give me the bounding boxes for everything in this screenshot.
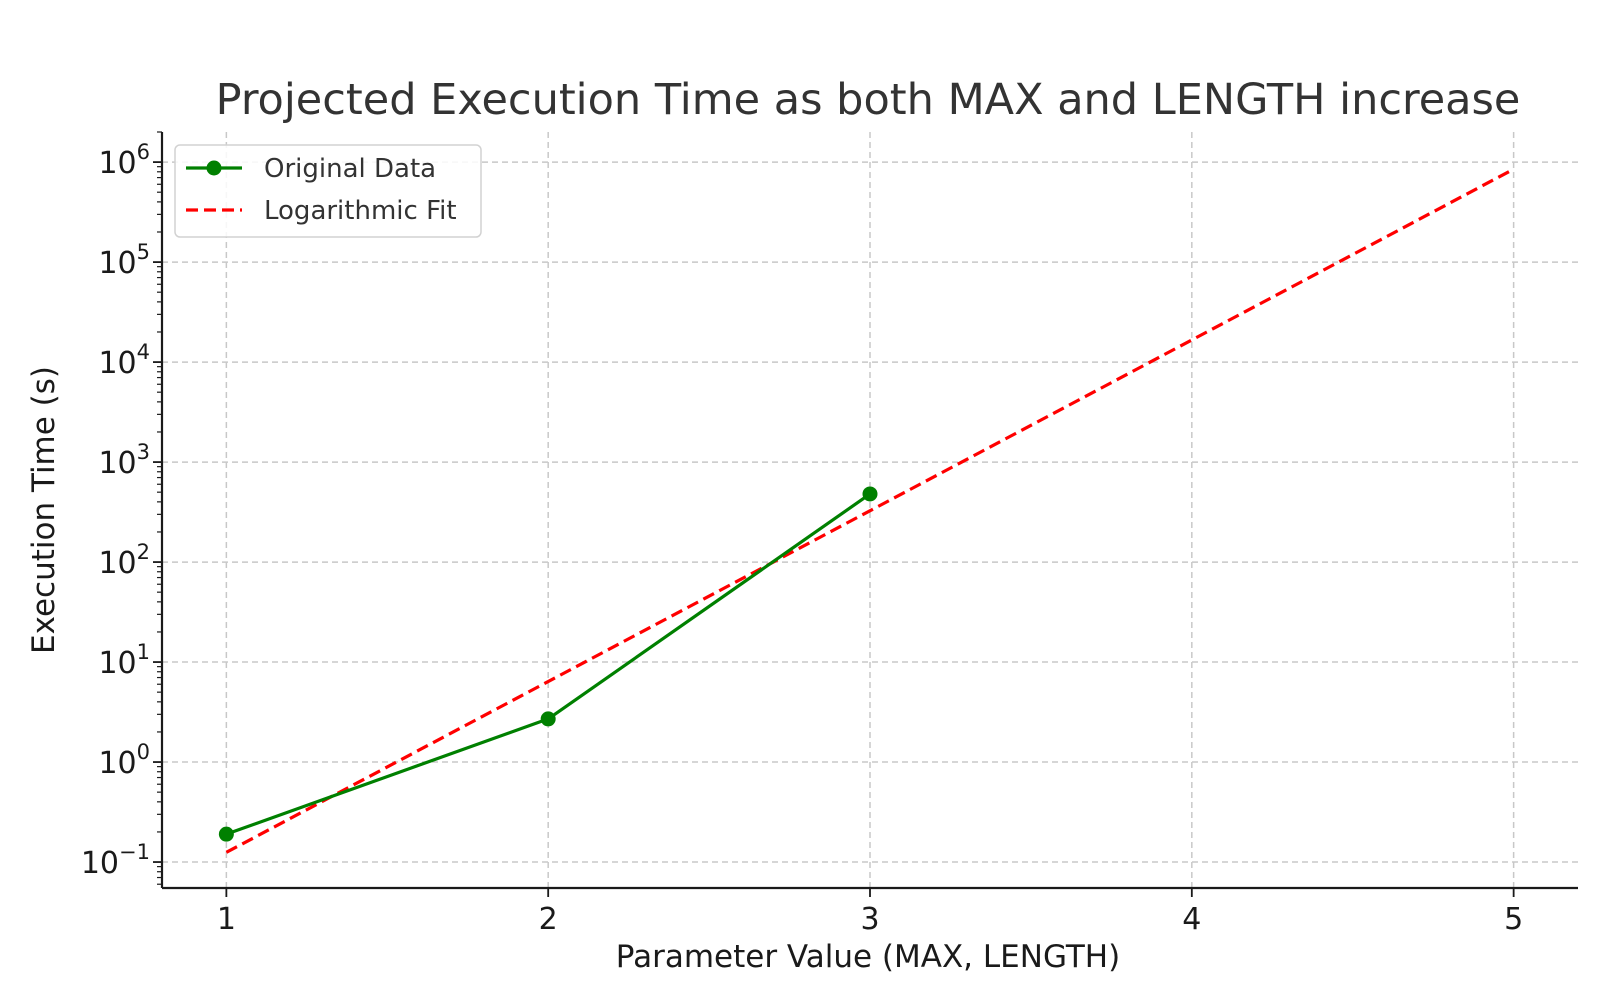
y-tick-label-base: 10 <box>98 646 136 681</box>
y-tick-label-base: 10 <box>98 746 136 781</box>
y-tick-label-exponent: 0 <box>137 740 150 764</box>
y-axis-title: Execution Time (s) <box>26 366 62 654</box>
y-tick-label-6: 105 <box>98 240 150 281</box>
y-tick-label-5: 104 <box>98 340 150 381</box>
y-tick-label-0: 10−1 <box>81 840 150 881</box>
x-tick-label-1: 2 <box>539 902 558 937</box>
data-point-original-data-2 <box>862 486 878 502</box>
y-tick-label-1: 100 <box>98 740 150 781</box>
y-tick-label-4: 103 <box>98 440 150 481</box>
y-tick-label-3: 102 <box>98 540 150 581</box>
chart-title: Projected Execution Time as both MAX and… <box>216 75 1521 125</box>
x-tick-label-0: 1 <box>217 902 236 937</box>
x-tick-label-2: 3 <box>860 902 879 937</box>
y-tick-label-7: 106 <box>98 140 150 181</box>
grid <box>162 132 1578 888</box>
y-tick-label-base: 10 <box>81 846 119 881</box>
y-tick-label-base: 10 <box>98 546 136 581</box>
data-point-original-data-0 <box>218 826 234 842</box>
y-tick-label-base: 10 <box>98 246 136 281</box>
legend-marker-original-data <box>206 160 222 176</box>
x-ticks: 1 2 3 4 5 <box>217 888 1523 937</box>
series-layer <box>218 167 1515 854</box>
data-point-original-data-1 <box>540 711 556 727</box>
x-axis-title: Parameter Value (MAX, LENGTH) <box>616 939 1120 975</box>
legend: Original Data Logarithmic Fit <box>174 144 482 238</box>
y-tick-label-base: 10 <box>98 446 136 481</box>
x-tick-label-4: 5 <box>1504 902 1523 937</box>
y-tick-label-exponent: 3 <box>137 440 150 464</box>
y-tick-label-base: 10 <box>98 346 136 381</box>
y-tick-label-base: 10 <box>98 146 136 181</box>
series-line-logarithmic-fit <box>225 167 1515 854</box>
y-tick-label-2: 101 <box>98 640 150 681</box>
y-tick-label-exponent: 5 <box>137 240 150 264</box>
x-tick-label-3: 4 <box>1182 902 1201 937</box>
y-tick-label-exponent: 4 <box>137 340 150 364</box>
y-tick-label-exponent: 1 <box>137 640 150 664</box>
y-tick-label-exponent: −1 <box>119 840 150 864</box>
y-tick-label-exponent: 6 <box>137 140 150 164</box>
legend-box <box>174 144 482 238</box>
y-tick-label-exponent: 2 <box>137 540 150 564</box>
legend-label-original-data: Original Data <box>264 154 436 184</box>
legend-label-logarithmic-fit: Logarithmic Fit <box>264 196 457 226</box>
